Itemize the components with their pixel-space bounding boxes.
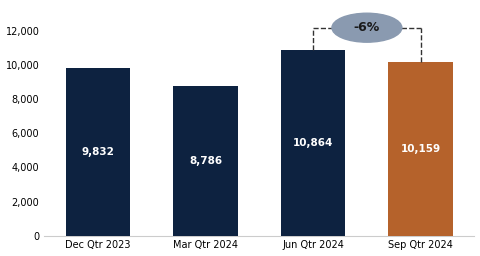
Ellipse shape bbox=[332, 13, 402, 42]
Bar bbox=[388, 62, 453, 236]
Text: 9,832: 9,832 bbox=[82, 147, 115, 157]
Text: 10,159: 10,159 bbox=[401, 144, 441, 154]
Text: 8,786: 8,786 bbox=[189, 156, 222, 166]
Bar bbox=[173, 86, 238, 236]
Bar bbox=[66, 68, 131, 236]
Text: -6%: -6% bbox=[354, 21, 380, 34]
Text: 10,864: 10,864 bbox=[293, 138, 333, 148]
Bar bbox=[281, 50, 346, 236]
